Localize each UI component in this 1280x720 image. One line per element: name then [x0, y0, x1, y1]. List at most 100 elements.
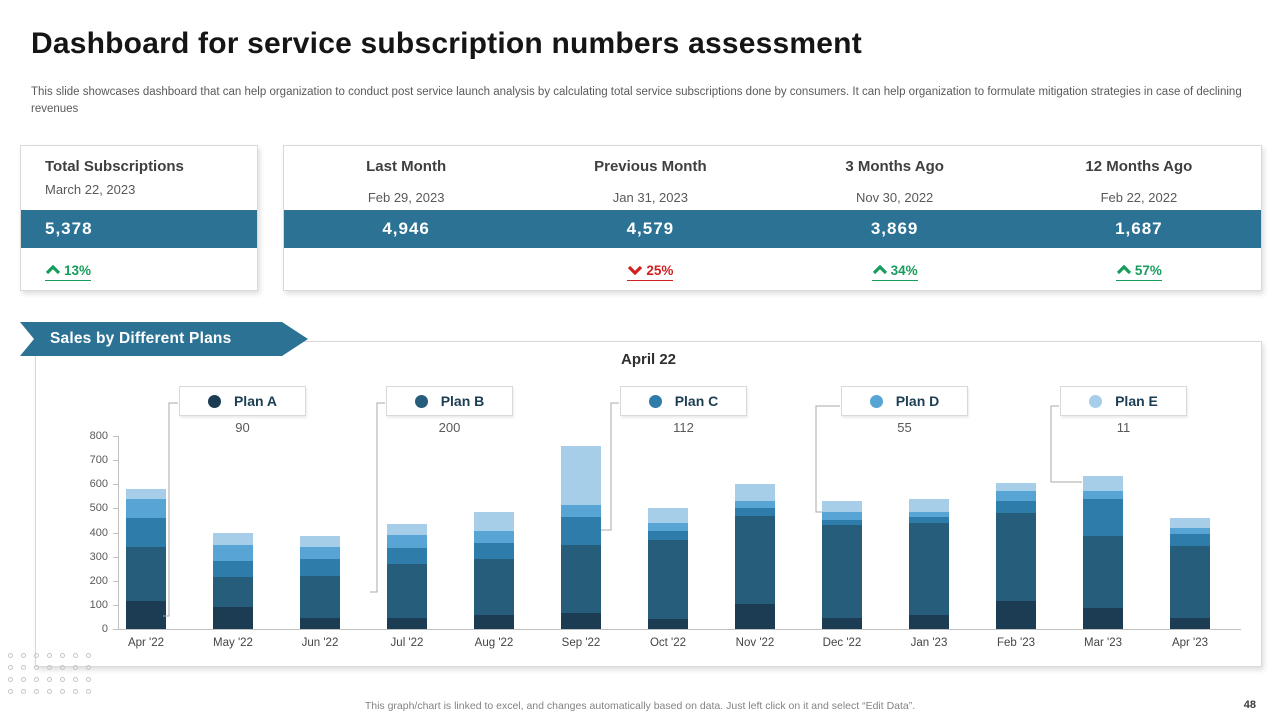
bar-segment-plan-c [561, 516, 601, 545]
y-axis-tick-label: 0 [101, 623, 108, 635]
kpi-delta-value: 25% [646, 262, 674, 278]
kpi-delta: 34% [773, 262, 1017, 281]
arrow-up-icon [45, 265, 61, 275]
decor-dot [73, 665, 78, 670]
y-axis-tick [113, 532, 118, 534]
x-axis-category-label: Jul '22 [390, 637, 424, 649]
bar-segment-plan-b [735, 515, 775, 604]
y-axis-tick [113, 580, 118, 582]
legend-label: Plan D [895, 393, 940, 409]
kpi-value: 3,869 [870, 219, 919, 238]
bar-segment-plan-d [822, 511, 862, 521]
legend-item-plan-e: Plan E [1060, 386, 1187, 416]
decorative-dot-grid [8, 653, 99, 701]
kpi-date: Nov 30, 2022 [855, 190, 934, 205]
bar-segment-plan-b [300, 575, 340, 619]
decor-dot [21, 665, 26, 670]
kpi-card-header: Total Subscriptions March 22, 2023 [45, 158, 184, 197]
legend-callout-value: 112 [673, 420, 694, 435]
arrow-up-icon [872, 265, 887, 275]
decor-dot [86, 653, 91, 658]
bar-segment-plan-c [822, 520, 862, 526]
kpi-column: 3 Months Ago Nov 30, 2022 3,869 34% [773, 146, 1017, 290]
page-number: 48 [1243, 699, 1256, 711]
kpi-label: Previous Month [594, 158, 707, 175]
bar-segment-plan-b [996, 513, 1036, 602]
legend-callout-value: 200 [438, 420, 461, 435]
x-axis-category-label: Jun '22 [301, 637, 339, 649]
decor-dot [21, 653, 26, 658]
bar-segment-plan-d [387, 534, 427, 549]
x-axis-category-label: Apr '22 [127, 637, 165, 649]
y-axis-tick-label: 300 [89, 550, 108, 563]
x-axis-category-label: Dec '22 [822, 637, 862, 649]
kpi-delta-value: 57% [1134, 262, 1162, 278]
bar-segment-plan-a [561, 613, 601, 629]
y-axis-tick-label: 100 [89, 598, 108, 611]
decor-dot [8, 677, 13, 682]
kpi-value-band [21, 210, 257, 248]
bar-segment-plan-d [996, 491, 1036, 502]
decor-dot [86, 677, 91, 682]
bar-segment-plan-e [648, 508, 688, 523]
kpi-columns: Last Month Feb 29, 2023 4,946 Previous Mont… [284, 146, 1261, 290]
decor-dot [73, 689, 78, 694]
kpi-label: Total Subscriptions [45, 158, 184, 175]
kpi-delta-value: 34% [890, 262, 918, 278]
bar-segment-plan-b [1083, 536, 1123, 609]
bar-segment-plan-a [822, 618, 862, 629]
x-axis-category-label: Mar '23 [1084, 637, 1122, 649]
bar-segment-plan-d [213, 544, 253, 562]
kpi-date: March 22, 2023 [45, 182, 136, 197]
decor-dot [34, 677, 39, 682]
kpi-column: Last Month Feb 29, 2023 4,946 [284, 146, 528, 290]
decor-dot [60, 653, 65, 658]
bar-segment-plan-d [561, 504, 601, 517]
legend-item-plan-c: Plan C [620, 386, 747, 416]
x-axis-category-label: Jan '23 [910, 637, 948, 649]
bar-segment-plan-a [474, 614, 514, 629]
arrow-up-icon [1116, 265, 1131, 275]
decor-dot [60, 689, 65, 694]
bar-segment-plan-e [1083, 475, 1123, 492]
legend-callout-value: 90 [235, 420, 250, 435]
kpi-card-history: Last Month Feb 29, 2023 4,946 Previous Mont… [283, 145, 1262, 291]
decor-dot [60, 665, 65, 670]
page-title: Dashboard for service subscription numbe… [31, 27, 862, 60]
legend-callout-value: 11 [1116, 420, 1131, 435]
decor-dot [8, 653, 13, 658]
legend-item-plan-d: Plan D [841, 386, 968, 416]
decor-dot [8, 689, 13, 694]
x-axis-category-label: Oct '22 [649, 637, 687, 649]
bar-segment-plan-e [909, 498, 949, 512]
kpi-delta-badge: 13% [45, 263, 92, 281]
kpi-value: 1,687 [1115, 219, 1163, 238]
bar-segment-plan-c [735, 508, 775, 516]
bar-segment-plan-c [387, 548, 427, 564]
legend-item-plan-a: Plan A [179, 386, 306, 416]
bar-segment-plan-a [126, 601, 166, 629]
section-banner-label: Sales by Different Plans [50, 330, 232, 347]
bar-segment-plan-b [213, 577, 253, 608]
bar-segment-plan-a [996, 601, 1036, 629]
y-axis-tick [113, 556, 118, 558]
bar-segment-plan-b [387, 563, 427, 619]
y-axis-tick-label: 800 [89, 430, 108, 442]
bar-segment-plan-c [300, 559, 340, 576]
bar-segment-plan-e [822, 501, 862, 512]
bar-segment-plan-c [474, 543, 514, 560]
bar-segment-plan-a [213, 607, 253, 629]
decor-dot [73, 653, 78, 658]
bar-segment-plan-a [1170, 618, 1210, 629]
decor-dot [21, 677, 26, 682]
bar-segment-plan-b [474, 559, 514, 615]
bar-segment-plan-b [909, 522, 949, 615]
kpi-column: Previous Month Jan 31, 2023 4,579 25% [528, 146, 772, 290]
kpi-delta-badge: 57% [1115, 262, 1162, 281]
bar-segment-plan-c [213, 561, 253, 578]
y-axis-tick [113, 460, 118, 462]
bar-segment-plan-b [648, 539, 688, 620]
decor-dot [47, 653, 52, 658]
kpi-value: 5,378 [45, 219, 93, 238]
bar-segment-plan-a [1083, 608, 1123, 629]
